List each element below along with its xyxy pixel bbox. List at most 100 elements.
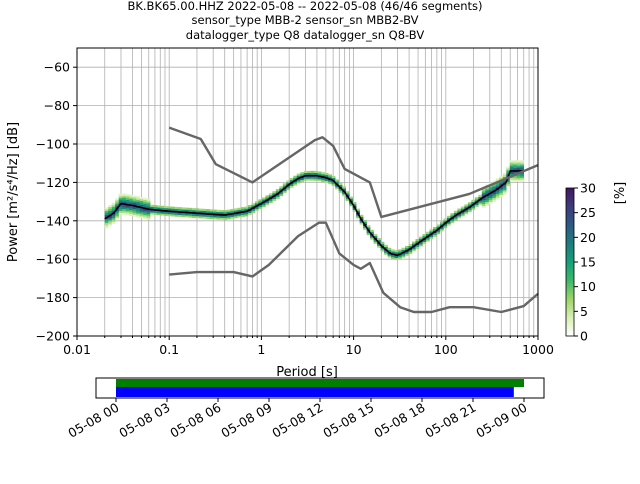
density-cell [481, 190, 486, 193]
density-cell [129, 211, 133, 215]
density-cell [122, 197, 127, 200]
density-cell [349, 204, 353, 207]
density-cell [300, 177, 305, 181]
density-cell [153, 207, 158, 210]
x-axis-label: Period [s] [276, 365, 338, 380]
density-cell [411, 243, 416, 246]
density-cell [499, 194, 504, 197]
density-cell [495, 184, 500, 187]
density-cell [275, 191, 280, 194]
density-cell [261, 205, 266, 208]
density-cell [502, 192, 507, 195]
density-cell [136, 215, 140, 218]
density-cell [136, 203, 140, 206]
density-cell [146, 215, 151, 219]
density-cell [108, 224, 113, 227]
density-cell [108, 210, 113, 213]
density-cell [516, 160, 521, 163]
density-cell [370, 235, 374, 238]
density-cell [286, 180, 291, 183]
density-cell [349, 202, 353, 205]
density-cell [251, 210, 256, 213]
density-cell [345, 191, 350, 194]
density-cell [359, 220, 364, 223]
density-cell [513, 166, 518, 169]
density-cell [453, 212, 458, 215]
density-cell [261, 203, 266, 206]
density-cell [481, 198, 486, 201]
density-cell [219, 217, 224, 220]
density-cell [132, 199, 137, 202]
density-cell [282, 185, 287, 188]
density-cell [331, 177, 336, 181]
density-cell [359, 216, 364, 219]
density-cell [129, 198, 133, 201]
density-cell [216, 217, 221, 220]
density-cell [509, 171, 514, 174]
density-cell [513, 160, 518, 163]
density-cell [307, 170, 312, 173]
density-cell [506, 181, 511, 184]
density-cell [352, 202, 357, 205]
density-cell [195, 208, 200, 211]
colorbar-ticks: 0 5 10 15 20 25 30 [574, 181, 596, 344]
density-cell [289, 185, 294, 188]
density-cell [429, 229, 434, 232]
density-cell [212, 211, 217, 214]
density-cell [516, 166, 521, 169]
density-cell [293, 181, 298, 184]
density-cell [143, 209, 147, 212]
density-cell [415, 246, 420, 249]
density-cell [139, 202, 144, 205]
density-cell [153, 210, 158, 213]
density-cell [488, 197, 493, 201]
density-cell [488, 190, 493, 193]
density-cell [261, 197, 266, 200]
density-cell [499, 191, 504, 194]
density-cell [178, 207, 182, 210]
density-cell [516, 177, 521, 180]
density-cell [129, 194, 133, 197]
density-cell [167, 214, 172, 217]
density-cell [132, 214, 137, 217]
density-cell [129, 213, 133, 216]
density-cell [481, 201, 486, 205]
curves [104, 126, 539, 314]
density-cell [111, 210, 116, 213]
density-cell [111, 221, 116, 225]
density-cell [328, 180, 332, 183]
density-cell [450, 215, 455, 218]
density-cell [115, 215, 120, 218]
density-cell [352, 207, 357, 210]
y-tick-label: −80 [44, 98, 70, 113]
density-cell [118, 201, 123, 204]
density-cell [129, 206, 133, 209]
density-cell [136, 201, 140, 205]
density-cell [520, 164, 525, 167]
density-cell [136, 209, 140, 212]
y-tick-label: −60 [44, 60, 70, 75]
density-cell [118, 210, 123, 214]
density-cell [481, 203, 486, 206]
density-cell [223, 210, 228, 213]
density-cell [321, 177, 326, 181]
density-cell [185, 213, 189, 216]
density-cell [380, 241, 385, 244]
density-cell [359, 214, 364, 217]
density-cell [247, 205, 252, 208]
density-cell [129, 208, 133, 211]
density-cell [485, 201, 490, 204]
density-cell [366, 231, 371, 234]
density-cell [481, 188, 486, 191]
density-cell [240, 212, 245, 216]
density-cell [467, 210, 472, 213]
density-cell [471, 207, 476, 210]
density-cell [104, 214, 109, 217]
used-segments-bar [116, 387, 514, 397]
density-cell [492, 199, 497, 202]
density-cell [275, 189, 280, 192]
density-cell [387, 247, 392, 250]
density-cell [401, 255, 406, 258]
density-cell [125, 194, 130, 197]
density-cell [192, 210, 196, 213]
